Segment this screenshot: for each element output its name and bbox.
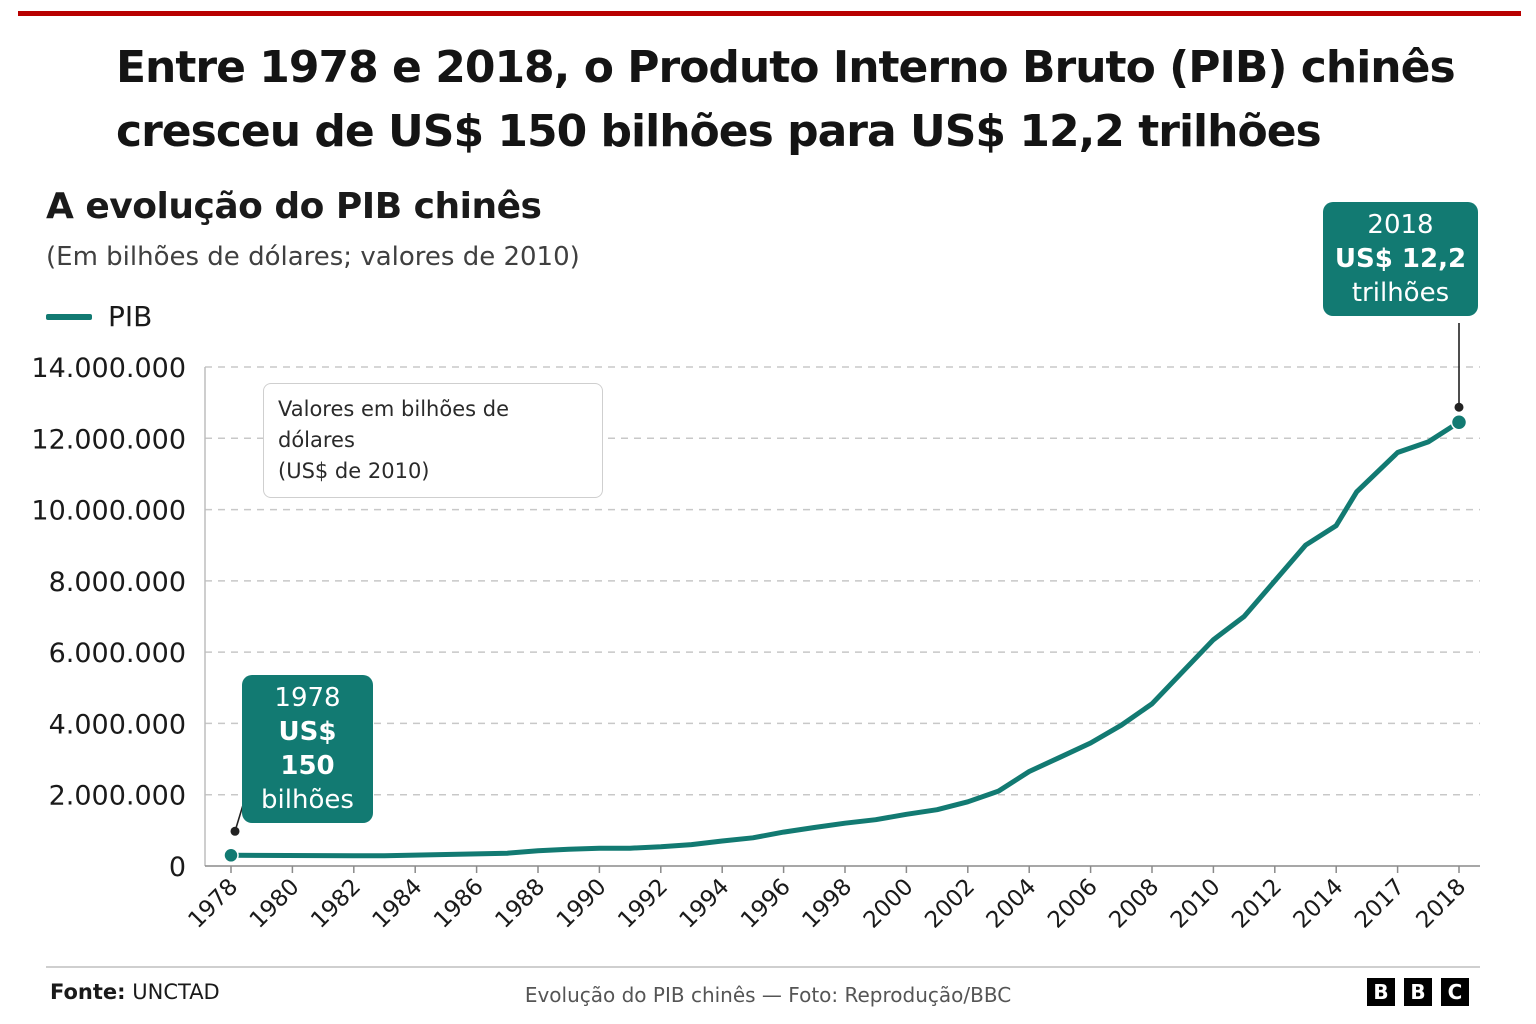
x-tick-label: 1982 bbox=[306, 874, 366, 934]
y-tick-label: 2.000.000 bbox=[49, 781, 186, 812]
callout-leader-dot-2018 bbox=[1454, 402, 1464, 412]
x-tick-label: 1978 bbox=[183, 874, 243, 934]
callout-2018-value: US$ 12,2 bbox=[1334, 244, 1467, 274]
x-tick-label: 2018 bbox=[1411, 874, 1471, 934]
x-tick-label: 2008 bbox=[1104, 874, 1164, 934]
x-tick-label: 1992 bbox=[613, 874, 673, 934]
bbc-logo-letter-1: B bbox=[1367, 978, 1395, 1006]
y-tick-label: 10.000.000 bbox=[31, 496, 186, 527]
x-tick-label: 1986 bbox=[429, 874, 489, 934]
units-note-line-2: (US$ de 2010) bbox=[278, 459, 430, 483]
x-tick-label: 2010 bbox=[1166, 874, 1226, 934]
y-tick-label: 4.000.000 bbox=[49, 709, 186, 740]
point-marker-2018 bbox=[1450, 413, 1468, 431]
callout-1978-unit: bilhões bbox=[261, 785, 354, 815]
callout-2018: 2018 US$ 12,2 trilhões bbox=[1323, 202, 1478, 316]
y-tick-label: 12.000.000 bbox=[31, 424, 186, 455]
x-tick-label: 1994 bbox=[675, 874, 735, 934]
source-value: UNCTAD bbox=[132, 980, 220, 1004]
callout-leader-dot-1978 bbox=[230, 826, 240, 836]
x-tick-label: 1980 bbox=[245, 874, 305, 934]
series-line-pib bbox=[228, 419, 1462, 859]
callout-2018-year: 2018 bbox=[1367, 210, 1434, 240]
callout-1978: 1978 US$ 150 bilhões bbox=[242, 675, 373, 823]
bbc-logo-letter-2: B bbox=[1404, 978, 1432, 1006]
callout-2018-unit: trilhões bbox=[1351, 278, 1450, 308]
y-tick-label: 6.000.000 bbox=[49, 638, 186, 669]
callout-1978-year: 1978 bbox=[274, 683, 341, 713]
x-tick-label: 1984 bbox=[368, 874, 428, 934]
photo-caption: Evolução do PIB chinês — Foto: Reproduçã… bbox=[524, 983, 1012, 1007]
x-tick-label: 2002 bbox=[920, 874, 980, 934]
x-tick-label: 2017 bbox=[1350, 874, 1410, 934]
footer-divider bbox=[46, 966, 1480, 968]
bbc-logo: B B C bbox=[1367, 978, 1469, 1006]
x-tick-label: 1990 bbox=[552, 874, 612, 934]
x-tick-label: 1988 bbox=[490, 874, 550, 934]
point-marker-1978 bbox=[223, 847, 239, 864]
chart-title: A evolução do PIB chinês bbox=[46, 186, 542, 227]
x-tick-label: 2006 bbox=[1043, 874, 1103, 934]
headline: Entre 1978 e 2018, o Produto Interno Bru… bbox=[116, 42, 1456, 157]
y-tick-label: 8.000.000 bbox=[49, 567, 186, 598]
x-tick-label: 2014 bbox=[1289, 874, 1349, 934]
bbc-logo-letter-3: C bbox=[1441, 978, 1469, 1006]
callout-1978-value: US$ 150 bbox=[278, 717, 337, 781]
x-tick-label: 2000 bbox=[859, 874, 919, 934]
source-credit: Fonte: UNCTAD bbox=[50, 980, 220, 1004]
y-tick-label: 0 bbox=[169, 852, 186, 883]
units-note-line-1: Valores em bilhões de dólares bbox=[278, 397, 509, 452]
source-label: Fonte: bbox=[50, 980, 126, 1004]
x-tick-label: 2012 bbox=[1227, 874, 1287, 934]
chart-legend: PIB bbox=[46, 300, 152, 333]
x-tick-label: 1996 bbox=[736, 874, 796, 934]
legend-swatch-pib bbox=[46, 313, 92, 320]
y-tick-label: 14.000.000 bbox=[31, 353, 186, 384]
brand-top-bar bbox=[18, 11, 1521, 16]
x-tick-label: 1998 bbox=[797, 874, 857, 934]
x-tick-label: 2004 bbox=[982, 874, 1042, 934]
chart-subtitle: (Em bilhões de dólares; valores de 2010) bbox=[46, 242, 580, 272]
units-note: Valores em bilhões de dólares (US$ de 20… bbox=[263, 383, 603, 498]
legend-label-pib: PIB bbox=[108, 300, 153, 333]
